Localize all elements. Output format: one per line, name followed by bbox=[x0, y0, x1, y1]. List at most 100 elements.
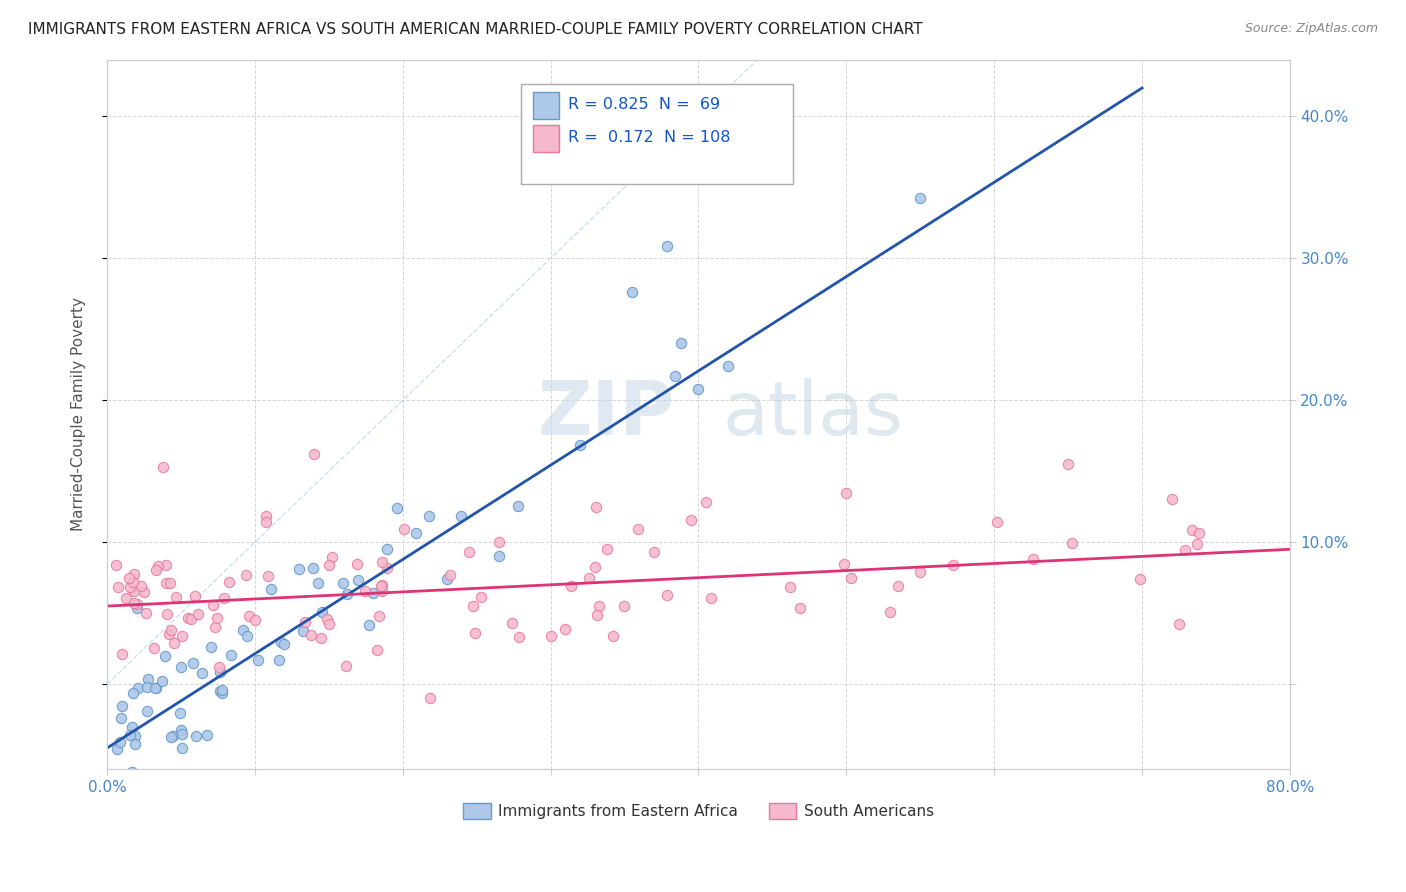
Text: atlas: atlas bbox=[723, 378, 903, 451]
Point bbox=[657, 238, 679, 252]
Point bbox=[879, 606, 901, 620]
Point bbox=[336, 587, 359, 601]
Point bbox=[307, 575, 329, 590]
Point bbox=[165, 591, 187, 605]
Point bbox=[835, 485, 858, 500]
Point bbox=[221, 648, 243, 663]
Point bbox=[135, 606, 157, 620]
Point bbox=[1161, 491, 1184, 506]
Point bbox=[717, 359, 740, 373]
Point bbox=[135, 680, 157, 694]
Point bbox=[588, 599, 610, 613]
Point bbox=[596, 542, 619, 557]
Point bbox=[135, 704, 157, 718]
Point bbox=[669, 336, 692, 351]
Point bbox=[124, 729, 146, 743]
Point bbox=[370, 579, 392, 593]
Point bbox=[160, 731, 183, 745]
Point bbox=[361, 585, 384, 599]
Point bbox=[346, 557, 368, 571]
Point bbox=[208, 660, 231, 674]
Point bbox=[375, 561, 398, 575]
Text: R = 0.825  N =  69: R = 0.825 N = 69 bbox=[568, 97, 720, 112]
Point bbox=[110, 711, 132, 725]
Point bbox=[134, 584, 156, 599]
Point bbox=[111, 699, 134, 714]
Point bbox=[839, 571, 862, 585]
Point bbox=[679, 513, 702, 527]
Point bbox=[170, 723, 193, 737]
Point bbox=[136, 672, 159, 686]
Point bbox=[501, 615, 523, 630]
Point bbox=[270, 635, 292, 649]
Point bbox=[554, 622, 576, 636]
Point bbox=[789, 600, 811, 615]
Point bbox=[620, 285, 643, 299]
Point bbox=[318, 558, 340, 573]
Point bbox=[200, 640, 222, 654]
Point bbox=[470, 590, 492, 604]
Point bbox=[260, 582, 283, 596]
Point bbox=[332, 576, 354, 591]
Point bbox=[107, 580, 129, 594]
Point bbox=[612, 599, 634, 614]
Point bbox=[157, 627, 180, 641]
Point bbox=[583, 560, 606, 574]
Point bbox=[143, 640, 166, 655]
Point bbox=[908, 566, 931, 580]
Point bbox=[121, 720, 143, 734]
Point bbox=[153, 648, 176, 663]
Legend: Immigrants from Eastern Africa, South Americans: Immigrants from Eastern Africa, South Am… bbox=[457, 797, 941, 825]
FancyBboxPatch shape bbox=[533, 92, 560, 119]
Point bbox=[643, 545, 665, 559]
Point bbox=[195, 727, 218, 741]
Point bbox=[187, 607, 209, 621]
Point bbox=[602, 629, 624, 643]
Point bbox=[585, 500, 607, 515]
Point bbox=[488, 549, 510, 564]
Point bbox=[1185, 537, 1208, 551]
Point bbox=[910, 191, 932, 205]
Point bbox=[366, 643, 388, 657]
Point bbox=[695, 494, 717, 508]
Point bbox=[257, 569, 280, 583]
Point bbox=[122, 584, 145, 599]
Point bbox=[181, 657, 204, 671]
FancyBboxPatch shape bbox=[522, 85, 793, 184]
Text: Source: ZipAtlas.com: Source: ZipAtlas.com bbox=[1244, 22, 1378, 36]
Point bbox=[118, 728, 141, 742]
Point bbox=[664, 369, 686, 384]
Point bbox=[121, 764, 143, 779]
Point bbox=[159, 575, 181, 590]
Point bbox=[464, 625, 486, 640]
Point bbox=[238, 609, 260, 624]
Point bbox=[155, 576, 177, 591]
Point bbox=[235, 568, 257, 582]
Point bbox=[371, 555, 394, 569]
Point bbox=[169, 706, 191, 720]
Point bbox=[450, 509, 472, 524]
Point bbox=[394, 522, 416, 536]
Point bbox=[1057, 457, 1080, 471]
Point bbox=[205, 610, 228, 624]
Point bbox=[779, 580, 801, 594]
Point bbox=[155, 558, 177, 572]
Point bbox=[143, 681, 166, 695]
Point bbox=[357, 618, 380, 632]
Point bbox=[190, 665, 212, 680]
Point bbox=[700, 591, 723, 606]
Point bbox=[335, 659, 357, 673]
Point bbox=[208, 665, 231, 679]
Point bbox=[405, 525, 427, 540]
Point bbox=[152, 459, 174, 474]
Point bbox=[170, 659, 193, 673]
Point bbox=[1181, 524, 1204, 538]
Point bbox=[125, 601, 148, 615]
Point bbox=[371, 584, 394, 599]
Point bbox=[146, 559, 169, 574]
Point bbox=[172, 727, 194, 741]
Point bbox=[162, 729, 184, 743]
Point bbox=[208, 684, 231, 698]
Point bbox=[122, 567, 145, 582]
Point bbox=[461, 599, 484, 613]
